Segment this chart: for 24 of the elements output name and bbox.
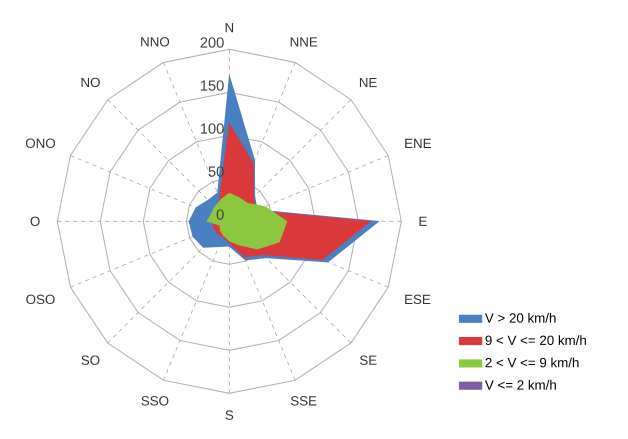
legend-label: V > 20 km/h xyxy=(484,313,556,323)
spoke-label: E xyxy=(420,216,427,226)
spoke-label: SO xyxy=(81,356,100,366)
spoke-label: O xyxy=(30,216,40,226)
y-tick-label: 150 xyxy=(200,80,224,91)
spoke-label: NNE xyxy=(290,38,318,47)
spoke-label: SE xyxy=(360,356,377,366)
spoke-label: ENE xyxy=(405,138,431,148)
spoke-label: OSO xyxy=(26,294,55,304)
spoke-label: NE xyxy=(360,78,377,88)
y-tick-label: 100 xyxy=(200,124,224,134)
spoke-label: S xyxy=(226,410,234,420)
spoke-label: N xyxy=(226,23,234,32)
spoke-label: ONO xyxy=(26,138,56,148)
spoke-label: ESE xyxy=(405,294,430,304)
spoke-label: NO xyxy=(82,78,100,88)
spoke-label: SSO xyxy=(141,396,168,406)
legend-label: 2 < V <= 9 km/h xyxy=(486,358,579,368)
spoke-label: NNO xyxy=(141,37,170,47)
spoke-label: SSE xyxy=(290,396,316,406)
y-tick-label: 200 xyxy=(200,38,224,48)
legend-label: 9 < V <= 20 km/h xyxy=(486,335,586,346)
legend-label: V <= 2 km/h xyxy=(484,380,556,390)
y-tick-label: 0 xyxy=(216,210,224,220)
